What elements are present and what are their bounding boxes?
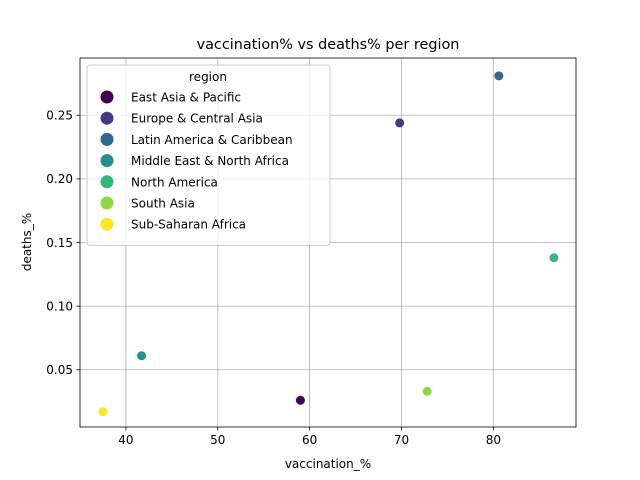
y-tick-label: 0.25 <box>46 109 73 123</box>
axis-ticks: 40 50 60 70 80 0.05 0.10 0.15 0.20 0.25 <box>46 109 501 447</box>
legend-label: Europe & Central Asia <box>131 112 263 126</box>
legend-label: East Asia & Pacific <box>131 91 241 105</box>
legend-marker <box>100 217 114 231</box>
legend-title: region <box>189 70 227 84</box>
legend-label: Sub-Saharan Africa <box>131 218 246 232</box>
legend-marker <box>100 175 114 189</box>
legend-label: Latin America & Caribbean <box>131 133 293 147</box>
data-point <box>395 118 405 128</box>
x-tick-label: 70 <box>394 433 409 447</box>
data-point <box>549 253 559 263</box>
x-tick-label: 80 <box>486 433 501 447</box>
y-tick-label: 0.20 <box>46 172 73 186</box>
data-point <box>137 351 147 361</box>
legend-marker <box>100 154 114 168</box>
x-tick-label: 60 <box>302 433 317 447</box>
legend-label: North America <box>131 175 218 189</box>
legend-marker <box>100 111 114 125</box>
plot-area-frame <box>79 57 577 428</box>
data-point <box>295 395 305 405</box>
legend-box <box>86 64 331 246</box>
legend-label: Middle East & North Africa <box>131 154 289 168</box>
y-tick-label: 0.15 <box>46 236 73 250</box>
data-point <box>98 407 108 417</box>
y-axis-label: deaths_% <box>20 213 34 271</box>
legend-marker <box>100 132 114 146</box>
data-point <box>422 386 432 396</box>
legend-label: South Asia <box>131 197 195 211</box>
x-tick-label: 40 <box>118 433 133 447</box>
x-axis-label: vaccination_% <box>285 457 371 471</box>
data-points <box>98 71 559 417</box>
y-tick-label: 0.05 <box>46 363 73 377</box>
x-tick-label: 50 <box>210 433 225 447</box>
chart-title: vaccination% vs deaths% per region <box>197 37 460 53</box>
y-tick-label: 0.10 <box>46 299 73 313</box>
legend: region East Asia & Pacific Europe & Centra… <box>86 64 331 246</box>
legend-marker <box>100 196 114 210</box>
legend-marker <box>100 90 114 104</box>
data-point <box>494 71 504 81</box>
